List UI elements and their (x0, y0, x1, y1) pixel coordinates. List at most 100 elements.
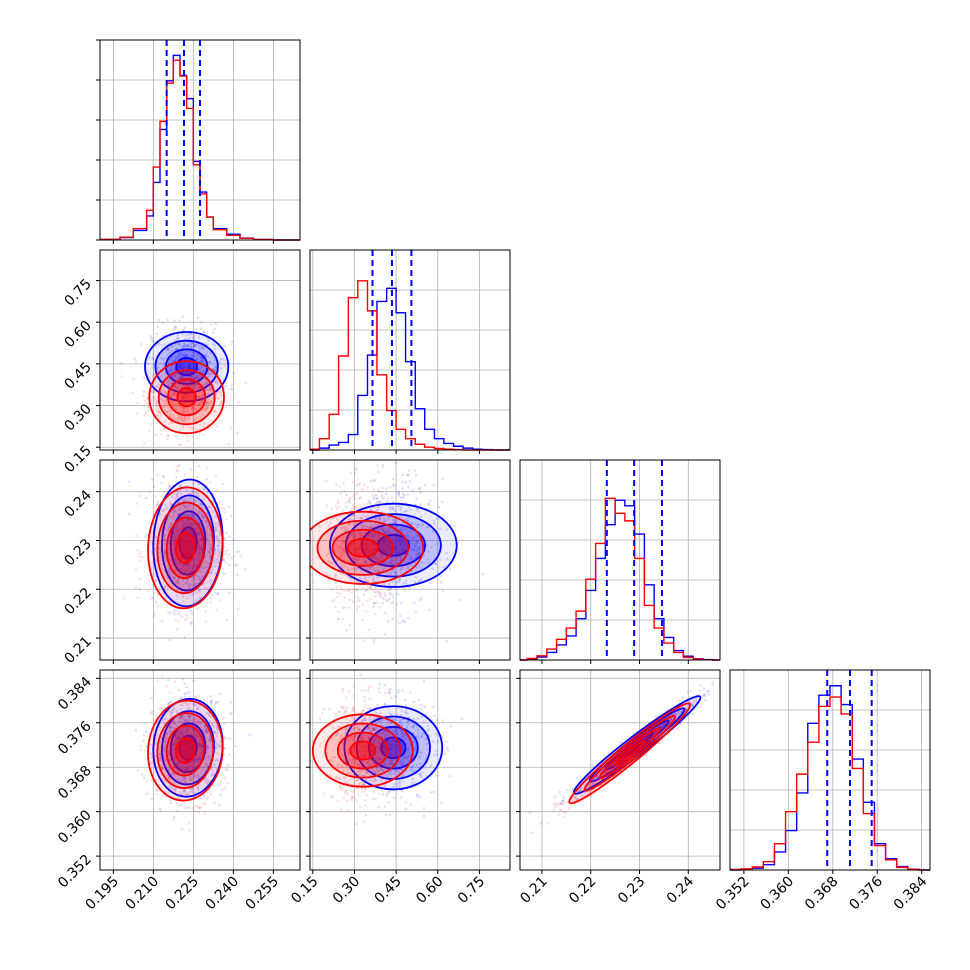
scatter-point-blue (173, 576, 176, 579)
scatter-point-blue (401, 487, 405, 490)
scatter-point-red (191, 393, 195, 397)
scatter-point-red (169, 801, 173, 804)
scatter-point-blue (441, 589, 445, 593)
scatter-point-red (344, 528, 348, 532)
scatter-point-red (203, 778, 207, 782)
scatter-point-blue (389, 561, 393, 564)
scatter-point-red (386, 528, 389, 532)
scatter-point-red (377, 528, 381, 532)
scatter-point-red (183, 780, 187, 784)
scatter-point-blue (179, 803, 183, 807)
scatter-point-blue (392, 484, 396, 488)
scatter-point-red (194, 695, 198, 699)
scatter-point-blue (202, 516, 206, 520)
scatter-point-red (214, 515, 217, 518)
scatter-point-red (196, 375, 199, 379)
scatter-point-red (181, 742, 184, 746)
scatter-point-red (370, 494, 374, 497)
scatter-point-blue (189, 561, 192, 565)
scatter-point-blue (440, 500, 444, 504)
histogram-step-red (100, 59, 300, 241)
scatter-point-red (212, 708, 216, 711)
scatter-point-red (138, 577, 142, 581)
scatter-point-red (188, 548, 192, 552)
scatter-point-blue (374, 517, 378, 521)
scatter-point-red (215, 734, 219, 738)
scatter-point-blue (157, 318, 161, 322)
scatter-point-red (183, 748, 186, 752)
scatter-point-blue (172, 511, 176, 515)
scatter-point-red (216, 727, 219, 731)
scatter-point-red (376, 594, 380, 597)
scatter-point-red (363, 639, 366, 642)
scatter-point-blue (205, 477, 208, 481)
scatter-point-red (136, 596, 140, 600)
scatter-point-blue (370, 549, 374, 553)
scatter-point-blue (213, 366, 217, 369)
scatter-point-blue (416, 507, 419, 510)
scatter-point-red (369, 508, 373, 512)
scatter-point-blue (233, 744, 237, 748)
scatter-point-blue (398, 614, 402, 618)
scatter-point-red (162, 542, 166, 546)
scatter-point-blue (177, 613, 181, 616)
scatter-point-red (178, 715, 182, 718)
scatter-point-blue (168, 571, 172, 574)
scatter-point-blue (151, 596, 155, 600)
scatter-point-blue (201, 346, 205, 350)
scatter-point-blue (177, 463, 181, 467)
scatter-point-red (150, 756, 153, 759)
scatter-point-red (355, 516, 359, 520)
scatter-point-blue (210, 388, 213, 391)
scatter-point-red (205, 388, 209, 392)
scatter-point-blue (375, 556, 378, 560)
scatter-point-blue (174, 348, 177, 351)
scatter-point-blue (169, 409, 173, 413)
scatter-point-red (190, 522, 194, 525)
scatter-point-blue (181, 538, 185, 541)
scatter-point-red (341, 525, 344, 529)
scatter-point-blue (369, 526, 373, 530)
scatter-point-blue (187, 366, 191, 369)
scatter-point-blue (194, 383, 198, 387)
scatter-point-red (198, 510, 202, 514)
scatter-point-blue (204, 353, 208, 356)
scatter-point-red (386, 571, 389, 575)
scatter-point-red (403, 588, 406, 591)
scatter-point-blue (377, 533, 380, 536)
scatter-point-red (188, 366, 192, 370)
scatter-point-blue (191, 407, 195, 411)
scatter-point-blue (196, 581, 200, 585)
scatter-point-blue (206, 343, 209, 346)
scatter-point-blue (373, 548, 377, 552)
scatter-point-blue (334, 573, 338, 577)
scatter-point-red (199, 395, 202, 399)
scatter-point-red (196, 720, 200, 724)
scatter-point-blue (197, 552, 201, 555)
scatter-point-red (383, 543, 387, 546)
scatter-point-blue (419, 515, 423, 519)
scatter-point-blue (201, 359, 204, 362)
scatter-point-red (391, 596, 395, 599)
scatter-point-red (335, 591, 339, 595)
scatter-point-red (353, 507, 357, 511)
scatter-point-red (188, 506, 192, 510)
scatter-point-blue (377, 490, 381, 493)
scatter-point-blue (178, 319, 181, 322)
scatter-point-red (338, 505, 341, 509)
scatter-point-red (347, 568, 351, 572)
scatter-point-blue (410, 521, 414, 525)
scatter-point-blue (372, 601, 376, 605)
scatter-point-red (183, 416, 187, 419)
scatter-point-red (216, 538, 220, 542)
scatter-point-red (223, 786, 227, 790)
scatter-point-red (173, 612, 177, 616)
scatter-point-blue (388, 527, 391, 530)
scatter-point-blue (191, 490, 195, 493)
scatter-point-blue (187, 828, 191, 832)
scatter-point-red (355, 608, 359, 612)
scatter-point-blue (180, 615, 184, 618)
scatter-point-blue (210, 570, 214, 574)
scatter-point-blue (385, 600, 389, 603)
scatter-point-red (171, 400, 174, 403)
